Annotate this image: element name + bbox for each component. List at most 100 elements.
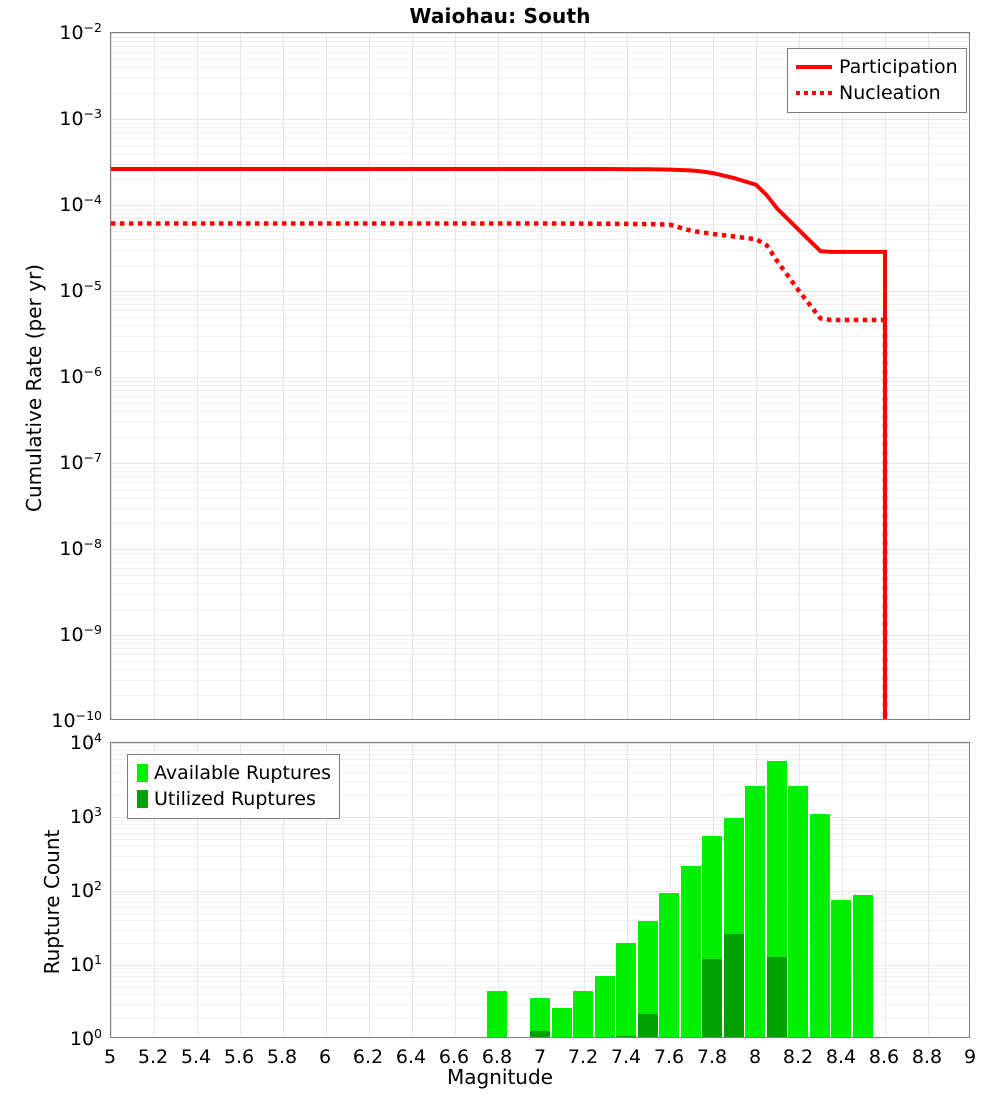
gridline-minor (111, 574, 969, 576)
gridline-minor (111, 58, 969, 60)
gridline-minor (111, 820, 969, 822)
x-tick-label: 7.6 (653, 1046, 685, 1068)
gridline-minor (111, 36, 969, 38)
bar-available (659, 892, 680, 1037)
gridline-vertical (283, 33, 284, 719)
gridline-minor (111, 93, 969, 95)
gridline-vertical (197, 33, 198, 719)
x-tick-label: 8.8 (911, 1046, 943, 1068)
gridline-horizontal (111, 743, 969, 744)
curve-participation (111, 167, 887, 719)
gridline-minor (111, 77, 969, 79)
gridline-vertical (369, 33, 370, 719)
x-tick-label: 8 (748, 1046, 762, 1068)
gridline-vertical (111, 33, 112, 719)
y-tick-label: 102 (69, 877, 102, 903)
gridline-minor (111, 638, 969, 640)
gridline-minor (111, 482, 969, 484)
gridline-minor (111, 593, 969, 595)
legend-label: Participation (839, 55, 958, 78)
gridline-minor (111, 41, 969, 43)
bar-utilized (616, 1035, 637, 1037)
color-swatch-icon (136, 790, 150, 808)
gridline-minor (111, 846, 969, 848)
x-axis-title: Magnitude (447, 1065, 553, 1089)
gridline-minor (111, 868, 969, 870)
y-tick-label: 104 (69, 729, 102, 755)
bottom-y-axis-title: Rupture Count (40, 829, 64, 975)
gridline-minor (111, 396, 969, 398)
gridline-minor (111, 239, 969, 241)
legend-label: Available Ruptures (154, 761, 331, 784)
gridline-minor (111, 138, 969, 140)
bar-available (551, 1008, 572, 1037)
x-tick-label: 6 (318, 1046, 332, 1068)
legend-entry: Utilized Ruptures (136, 786, 331, 812)
bar-utilized (530, 1030, 551, 1037)
gridline-minor (111, 772, 969, 774)
bar-utilized (766, 956, 787, 1037)
legend-label: Utilized Ruptures (154, 787, 316, 810)
gridline-minor (111, 304, 969, 306)
gridline-horizontal (111, 33, 969, 34)
gridline-minor (111, 972, 969, 974)
gridline-horizontal (111, 891, 969, 892)
gridline-minor (111, 907, 969, 909)
y-tick-label: 10−3 (59, 105, 102, 131)
x-tick-label: 6.8 (481, 1046, 513, 1068)
gridline-vertical (154, 33, 155, 719)
gridline-vertical (842, 743, 843, 1037)
bar-available (530, 997, 551, 1037)
color-swatch-icon (136, 764, 150, 782)
gridline-minor (111, 294, 969, 296)
gridline-vertical (240, 33, 241, 719)
gridline-minor (111, 660, 969, 662)
cumulative-rate-axes (110, 32, 970, 720)
gridline-minor (111, 759, 969, 761)
gridline-minor (111, 981, 969, 983)
gridline-minor (111, 765, 969, 767)
gridline-minor (111, 153, 969, 155)
gridline-vertical (928, 33, 929, 719)
gridline-minor (111, 497, 969, 499)
gridline-minor (111, 476, 969, 478)
legend-entry: Available Ruptures (136, 760, 331, 786)
gridline-minor (111, 67, 969, 69)
gridline-minor (111, 325, 969, 327)
gridline-vertical (627, 33, 628, 719)
y-tick-label: 103 (69, 803, 102, 829)
gridline-minor (111, 583, 969, 585)
gridline-minor (111, 552, 969, 554)
gridline-minor (111, 351, 969, 353)
gridline-horizontal (111, 377, 969, 378)
y-tick-label: 10−2 (59, 19, 102, 45)
x-tick-label: 8.6 (868, 1046, 900, 1068)
bar-utilized (637, 1013, 658, 1037)
gridline-vertical (369, 743, 370, 1037)
gridline-minor (111, 898, 969, 900)
bar-available (637, 921, 658, 1037)
gridline-minor (111, 654, 969, 656)
gridline-vertical (584, 33, 585, 719)
gridline-minor (111, 132, 969, 134)
bar-available (573, 990, 594, 1037)
x-tick-label: 5.2 (137, 1046, 169, 1068)
gridline-minor (111, 648, 969, 650)
bar-available (487, 990, 508, 1037)
gridline-horizontal (111, 965, 969, 966)
gridline-minor (111, 781, 969, 783)
x-tick-label: 8.2 (782, 1046, 814, 1068)
rate-curves (111, 167, 888, 719)
gridline-minor (111, 609, 969, 611)
gridline-minor (111, 942, 969, 944)
gridline-minor (111, 466, 969, 468)
gridline-vertical (326, 33, 327, 719)
gridline-minor (111, 828, 969, 830)
x-tick-label: 7.4 (610, 1046, 642, 1068)
gridline-vertical (455, 743, 456, 1037)
y-tick-label: 10−8 (59, 535, 102, 561)
gridline-vertical (756, 33, 757, 719)
gridline-vertical (885, 743, 886, 1037)
y-tick-label: 10−10 (51, 707, 102, 733)
gridline-minor (111, 411, 969, 413)
